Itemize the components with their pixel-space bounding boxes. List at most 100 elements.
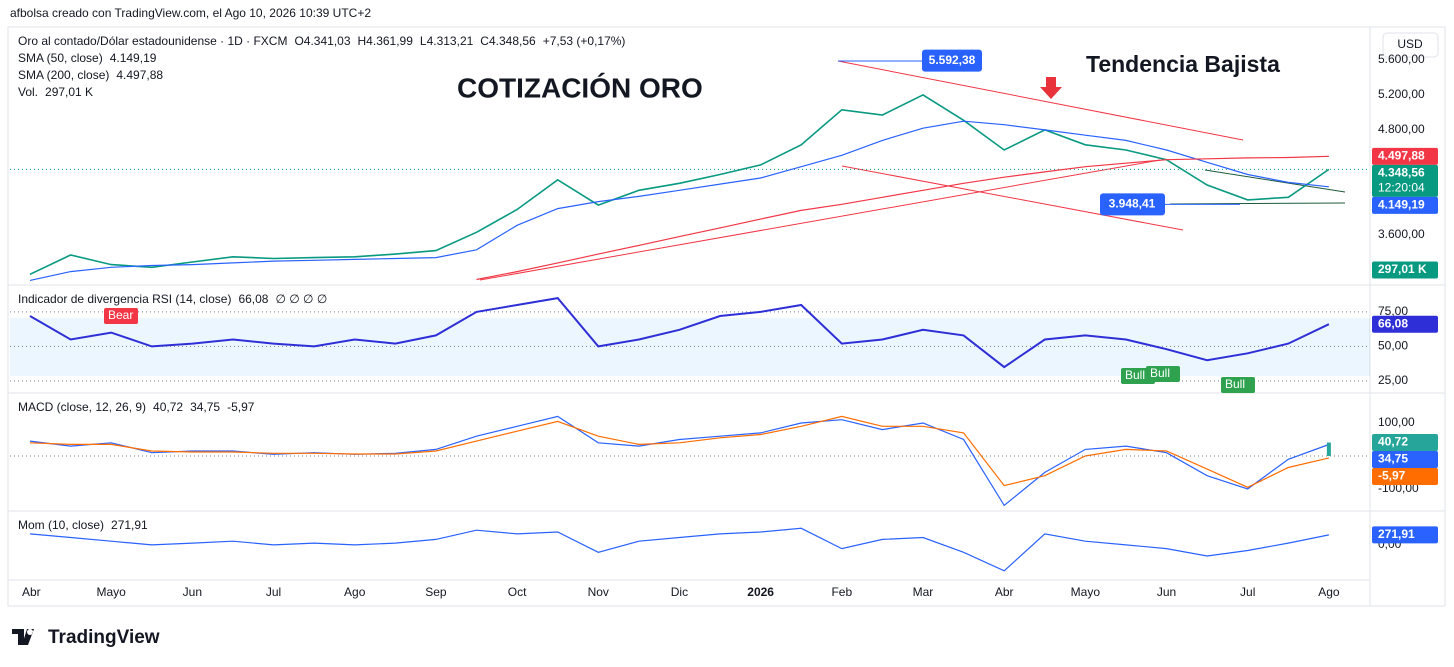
trend-line [1169, 202, 1346, 205]
y-tick-label: 4.800,00 [1378, 122, 1425, 136]
annotation: COTIZACIÓN ORO [457, 72, 703, 103]
x-tick-label: Sep [425, 585, 447, 599]
peak-box [922, 49, 982, 72]
close-tag-sub: 12:20:04 [1378, 181, 1425, 195]
x-tick-label: Mar [913, 585, 934, 599]
value-tag [1372, 196, 1438, 214]
value-tag [1372, 147, 1438, 165]
y-tick-label: 25,00 [1378, 373, 1408, 387]
x-tick-label: Jun [183, 585, 202, 599]
value-tag [1372, 451, 1438, 469]
peak-label: 5.592,38 [929, 53, 976, 67]
signal-label: Bull [1125, 368, 1145, 382]
signal-box [1146, 366, 1180, 382]
legend-text: 66,08 [238, 292, 268, 306]
x-tick-label: Ago [344, 585, 366, 599]
x-tick-label: Jul [266, 585, 281, 599]
signal-label: Bull [1225, 377, 1245, 391]
y-tick-label: 5.600,00 [1378, 52, 1425, 66]
logo [12, 629, 34, 645]
frame [7, 26, 1446, 607]
signal-label: Bear [108, 308, 133, 322]
legend-text: 34,75 [190, 400, 220, 414]
legend-text: MACD (close, 12, 26, 9) [18, 400, 146, 414]
legend-text: SMA (200, close) [18, 68, 109, 82]
x-tick-label: 2026 [747, 585, 774, 599]
close-tag-label: 4.348,56 [1378, 166, 1425, 180]
x-tick-label: Abr [995, 585, 1014, 599]
trend-line [1204, 169, 1346, 193]
series-line [29, 415, 1330, 488]
legend-text: 4.149,19 [110, 51, 157, 65]
series-line [476, 155, 1329, 281]
series-line [29, 120, 1329, 281]
value-tag-label: 271,91 [1378, 527, 1415, 541]
value-tag-label: 4.149,19 [1378, 198, 1425, 212]
footer-brand: TradingView [48, 627, 160, 648]
x-tick-label: Nov [588, 585, 609, 599]
x-tick-label: Abr [22, 585, 41, 599]
signal-label: Bull [1150, 366, 1170, 380]
value-tag-label: 4.497,88 [1378, 149, 1425, 163]
series-line [29, 527, 1330, 572]
histogram-tag-label: 40,72 [1378, 435, 1408, 449]
rsi-band [10, 318, 1370, 376]
close-tag [1372, 164, 1438, 197]
legend-text: 4.497,88 [116, 68, 163, 82]
legend-text: 271,91 [111, 518, 148, 532]
value-tag-label: 66,08 [1378, 316, 1408, 330]
signal-box [104, 308, 138, 324]
legend-text: Oro al contado/Dólar estadounidense · 1D… [18, 34, 287, 48]
value-tag [1372, 468, 1438, 486]
y-tick-label: 100,00 [1378, 415, 1415, 429]
legend-text: C4.348,56 [480, 34, 536, 48]
currency[interactable]: USD [1397, 37, 1423, 51]
y-tick-label: 50,00 [1378, 339, 1408, 353]
trend-line [479, 159, 1161, 281]
value-tag [1372, 315, 1438, 333]
legend-text: O4.341,03 [294, 34, 350, 48]
legend-text: SMA (50, close) [18, 51, 103, 65]
x-tick-label: Feb [831, 585, 852, 599]
legend-text: 40,72 [153, 400, 183, 414]
header: afbolsa creado con TradingView.com, el A… [10, 6, 371, 20]
y-tick-label: 3.600,00 [1378, 227, 1425, 241]
legend-text: +7,53 (+0,17%) [543, 34, 626, 48]
down-arrow [1040, 77, 1062, 99]
legend-text: Mom (10, close) [18, 518, 104, 532]
value-tag [1372, 526, 1438, 544]
x-tick-label: Jul [1240, 585, 1255, 599]
currency-button[interactable] [1382, 32, 1439, 58]
trend-line [837, 60, 1244, 141]
y-tick-label: 75,00 [1378, 304, 1408, 318]
value-tag-label: -5,97 [1378, 469, 1406, 483]
legend-text: L4.313,21 [420, 34, 474, 48]
low-label: 3.948,41 [1109, 197, 1156, 211]
legend-text: H4.361,99 [358, 34, 414, 48]
x-tick-label: Ago [1318, 585, 1340, 599]
x-tick-label: Dic [671, 585, 688, 599]
x-tick-label: Mayo [1071, 585, 1101, 599]
legend-text: 297,01 K [45, 85, 93, 99]
signal-box [1221, 377, 1255, 393]
low-box [1100, 193, 1165, 216]
legend-text: -5,97 [227, 400, 255, 414]
legend-text: Vol. [18, 85, 38, 99]
trend-line [841, 165, 1184, 231]
y-tick-label: 5.200,00 [1378, 87, 1425, 101]
legend-text: ∅ ∅ ∅ ∅ [275, 292, 327, 306]
series-line [29, 297, 1330, 369]
volume-tag [1372, 261, 1438, 279]
legend-text: Indicador de divergencia RSI (14, close) [18, 292, 231, 306]
annotation: Tendencia Bajista [1086, 51, 1280, 77]
x-tick-label: Mayo [97, 585, 127, 599]
price-line [29, 93, 1330, 276]
value-tag-label: 34,75 [1378, 452, 1408, 466]
x-tick-label: Oct [508, 585, 527, 599]
histogram-tag [1372, 434, 1438, 452]
volume-tag-label: 297,01 K [1378, 262, 1427, 276]
histogram-bar [1326, 442, 1331, 456]
x-tick-label: Jun [1157, 585, 1176, 599]
